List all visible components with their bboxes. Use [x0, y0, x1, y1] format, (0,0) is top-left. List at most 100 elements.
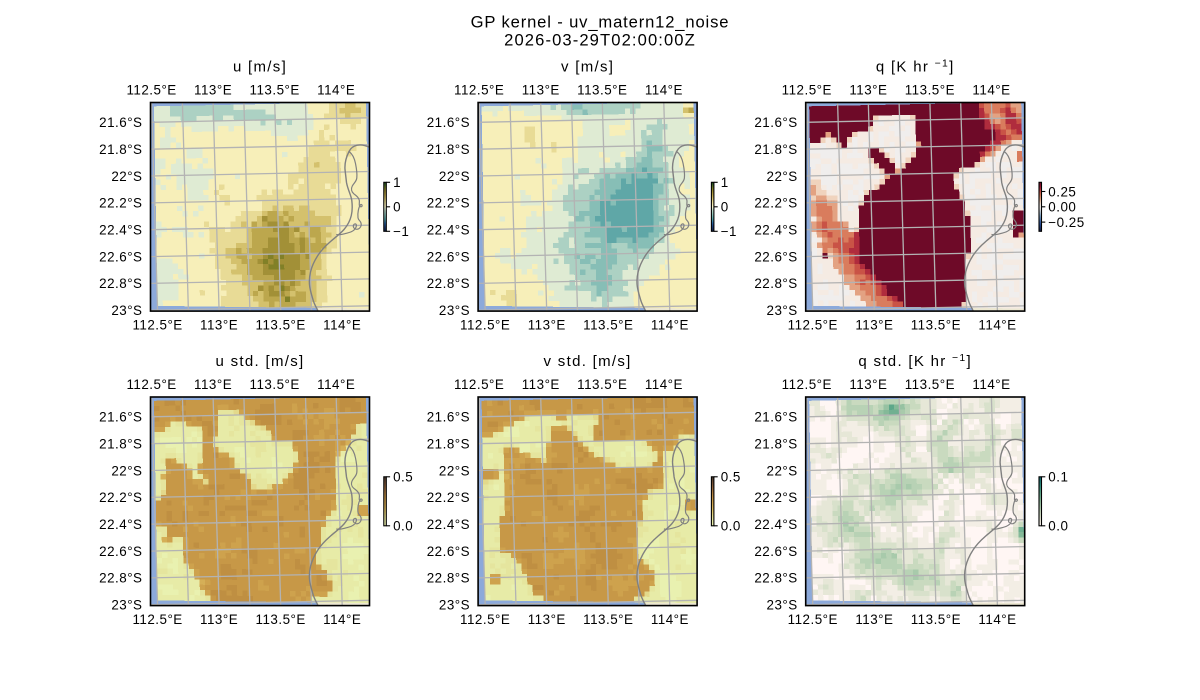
svg-text:0.1: 0.1	[1048, 470, 1068, 485]
svg-text:0.0: 0.0	[393, 519, 413, 534]
svg-text:113.5°E: 113.5°E	[250, 377, 300, 392]
svg-text:21.8°S: 21.8°S	[427, 142, 470, 157]
svg-text:21.8°S: 21.8°S	[754, 142, 797, 157]
svg-text:21.6°S: 21.6°S	[427, 115, 470, 130]
svg-text:113°E: 113°E	[200, 612, 238, 627]
svg-text:112.5°E: 112.5°E	[460, 317, 510, 332]
svg-text:113.5°E: 113.5°E	[583, 612, 633, 627]
svg-text:114°E: 114°E	[651, 317, 689, 332]
svg-text:113°E: 113°E	[528, 612, 566, 627]
svg-text:22.2°S: 22.2°S	[427, 490, 470, 505]
svg-text:21.6°S: 21.6°S	[99, 410, 142, 425]
svg-text:2026-03-29T02:00:00Z: 2026-03-29T02:00:00Z	[504, 30, 696, 49]
svg-text:112.5°E: 112.5°E	[782, 377, 832, 392]
svg-text:21.6°S: 21.6°S	[754, 410, 797, 425]
svg-text:114°E: 114°E	[323, 612, 361, 627]
svg-text:22.2°S: 22.2°S	[99, 196, 142, 211]
svg-text:113.5°E: 113.5°E	[583, 317, 633, 332]
svg-text:113°E: 113°E	[194, 82, 232, 97]
svg-text:22.8°S: 22.8°S	[754, 571, 797, 586]
svg-text:22°S: 22°S	[439, 463, 470, 478]
svg-text:114°E: 114°E	[651, 612, 689, 627]
svg-text:113°E: 113°E	[528, 317, 566, 332]
svg-text:22.6°S: 22.6°S	[754, 544, 797, 559]
svg-text:v [m/s]: v [m/s]	[561, 59, 614, 76]
svg-text:22.4°S: 22.4°S	[99, 517, 142, 532]
svg-text:22.6°S: 22.6°S	[99, 249, 142, 264]
svg-text:0: 0	[393, 200, 401, 215]
svg-text:112.5°E: 112.5°E	[126, 82, 176, 97]
svg-text:22.6°S: 22.6°S	[99, 544, 142, 559]
svg-text:22.6°S: 22.6°S	[754, 249, 797, 264]
svg-text:113.5°E: 113.5°E	[256, 612, 306, 627]
svg-text:21.8°S: 21.8°S	[99, 142, 142, 157]
svg-text:22°S: 22°S	[767, 463, 798, 478]
svg-text:114°E: 114°E	[978, 612, 1016, 627]
svg-text:113.5°E: 113.5°E	[905, 82, 955, 97]
svg-text:114°E: 114°E	[972, 82, 1010, 97]
svg-text:113°E: 113°E	[849, 377, 887, 392]
svg-text:−1: −1	[721, 224, 737, 239]
svg-text:22.2°S: 22.2°S	[427, 196, 470, 211]
svg-text:22.2°S: 22.2°S	[754, 196, 797, 211]
svg-text:113.5°E: 113.5°E	[256, 317, 306, 332]
svg-text:0: 0	[721, 200, 729, 215]
svg-text:22°S: 22°S	[767, 169, 798, 184]
svg-text:112.5°E: 112.5°E	[454, 377, 504, 392]
svg-text:23°S: 23°S	[439, 598, 470, 613]
svg-text:21.6°S: 21.6°S	[99, 115, 142, 130]
svg-text:0.5: 0.5	[393, 470, 413, 485]
svg-text:22.8°S: 22.8°S	[427, 276, 470, 291]
svg-text:22°S: 22°S	[111, 463, 142, 478]
svg-text:1: 1	[393, 175, 401, 190]
svg-text:113.5°E: 113.5°E	[577, 82, 627, 97]
svg-text:22°S: 22°S	[111, 169, 142, 184]
svg-text:113°E: 113°E	[522, 377, 560, 392]
svg-text:113°E: 113°E	[522, 82, 560, 97]
svg-text:0.25: 0.25	[1048, 184, 1076, 199]
svg-text:112.5°E: 112.5°E	[788, 317, 838, 332]
svg-text:114°E: 114°E	[317, 82, 355, 97]
svg-text:114°E: 114°E	[317, 377, 355, 392]
svg-text:114°E: 114°E	[645, 377, 683, 392]
svg-text:22.8°S: 22.8°S	[99, 276, 142, 291]
svg-text:22.4°S: 22.4°S	[754, 223, 797, 238]
svg-text:21.6°S: 21.6°S	[427, 410, 470, 425]
svg-text:22.2°S: 22.2°S	[99, 490, 142, 505]
svg-text:114°E: 114°E	[323, 317, 361, 332]
svg-text:22.2°S: 22.2°S	[754, 490, 797, 505]
svg-text:−1: −1	[393, 224, 409, 239]
svg-text:113.5°E: 113.5°E	[911, 612, 961, 627]
svg-text:112.5°E: 112.5°E	[132, 612, 182, 627]
svg-text:113.5°E: 113.5°E	[911, 317, 961, 332]
svg-text:0.0: 0.0	[721, 519, 741, 534]
svg-text:113°E: 113°E	[194, 377, 232, 392]
svg-text:113°E: 113°E	[855, 317, 893, 332]
svg-text:22.4°S: 22.4°S	[427, 223, 470, 238]
svg-text:114°E: 114°E	[978, 317, 1016, 332]
svg-text:113.5°E: 113.5°E	[577, 377, 627, 392]
svg-text:112.5°E: 112.5°E	[132, 317, 182, 332]
svg-text:0.0: 0.0	[1048, 519, 1068, 534]
svg-text:22.4°S: 22.4°S	[427, 517, 470, 532]
svg-text:23°S: 23°S	[111, 303, 142, 318]
svg-text:114°E: 114°E	[972, 377, 1010, 392]
svg-text:21.8°S: 21.8°S	[427, 437, 470, 452]
svg-text:23°S: 23°S	[439, 303, 470, 318]
svg-text:112.5°E: 112.5°E	[460, 612, 510, 627]
svg-text:22.6°S: 22.6°S	[427, 544, 470, 559]
svg-text:22.6°S: 22.6°S	[427, 249, 470, 264]
svg-text:23°S: 23°S	[111, 598, 142, 613]
svg-text:112.5°E: 112.5°E	[126, 377, 176, 392]
svg-text:112.5°E: 112.5°E	[788, 612, 838, 627]
svg-text:22.8°S: 22.8°S	[754, 276, 797, 291]
svg-text:21.8°S: 21.8°S	[754, 437, 797, 452]
svg-text:u [m/s]: u [m/s]	[233, 59, 287, 76]
svg-text:21.8°S: 21.8°S	[99, 437, 142, 452]
svg-text:23°S: 23°S	[767, 598, 798, 613]
svg-text:22.8°S: 22.8°S	[427, 571, 470, 586]
svg-text:0.00: 0.00	[1048, 200, 1076, 215]
svg-text:−0.25: −0.25	[1048, 215, 1084, 230]
svg-text:113°E: 113°E	[200, 317, 238, 332]
svg-text:23°S: 23°S	[767, 303, 798, 318]
